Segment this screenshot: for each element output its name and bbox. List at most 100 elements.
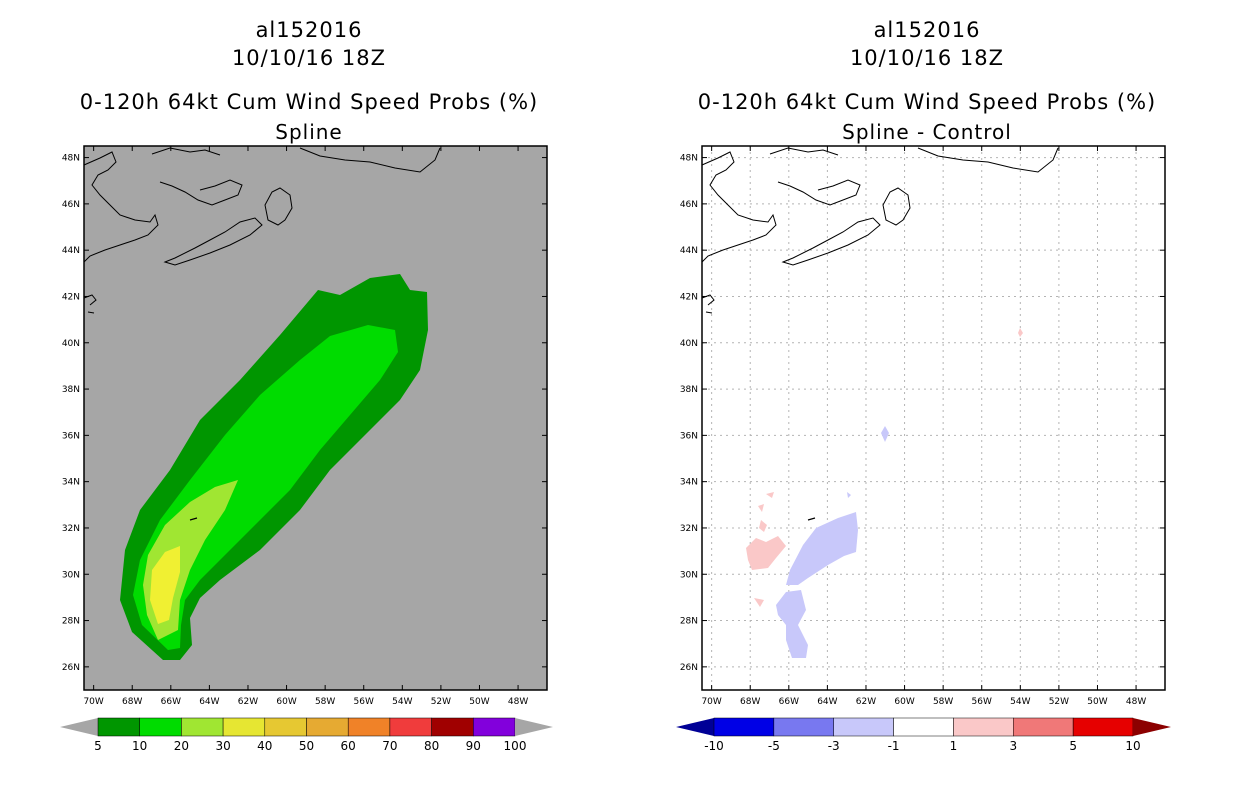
colorbar-label: 50 xyxy=(299,739,314,753)
small-island xyxy=(807,517,816,521)
colorbar-segment xyxy=(833,717,894,737)
y-tick-label: 26N xyxy=(680,663,698,673)
colorbar-segment xyxy=(264,717,307,737)
colorbar-label: 1 xyxy=(950,739,958,753)
y-tick-label: 34N xyxy=(680,478,698,488)
y-tick-label: 30N xyxy=(680,570,698,580)
spline-map-svg: 70W 68W 66W 64W 62W 60W 58W 56W 54W 52W 50W 48W 26N 2… xyxy=(60,145,553,753)
map-frame xyxy=(83,145,548,691)
x-tick-label: 70W xyxy=(701,697,721,707)
x-tick-label: 62W xyxy=(238,697,258,707)
y-tick-label: 28N xyxy=(62,617,80,627)
x-tick-label: 64W xyxy=(817,697,837,707)
y-tick-label: 42N xyxy=(680,292,698,302)
prob-contour-10-20 xyxy=(133,325,398,650)
colorbar-segment xyxy=(773,717,834,737)
x-tick-label: 56W xyxy=(972,697,992,707)
x-tick-label: 56W xyxy=(354,697,374,707)
diff-negative-south xyxy=(776,590,808,658)
x-tick-label: 60W xyxy=(894,697,914,707)
coastline-gulf xyxy=(777,179,861,206)
coastline-mainland xyxy=(701,151,777,263)
colorbar-label: 70 xyxy=(382,739,397,753)
colorbar-segment xyxy=(181,717,224,737)
colorbar-label: 5 xyxy=(94,739,102,753)
colorbar-label: -1 xyxy=(888,739,900,753)
colorbar-segment xyxy=(893,717,954,737)
coastline-labrador xyxy=(769,147,1059,173)
colorbar-segment xyxy=(306,717,349,737)
x-tick-label: 62W xyxy=(856,697,876,707)
storm-id: al152016 xyxy=(873,18,981,42)
x-tick-label: 66W xyxy=(161,697,181,707)
x-tick-label: 54W xyxy=(392,697,412,707)
y-tick-label: 32N xyxy=(62,524,80,534)
chart-subtitle: Spline - Control xyxy=(842,120,1012,144)
coastline-mainland xyxy=(83,151,159,263)
colorbar-label: 60 xyxy=(341,739,356,753)
colorbar-label: 3 xyxy=(1009,739,1017,753)
y-tick-label: 40N xyxy=(62,339,80,349)
colorbar-segment xyxy=(473,717,516,737)
colorbar-below-triangle xyxy=(60,718,98,736)
colorbar-segment xyxy=(347,717,391,737)
x-tick-label: 68W xyxy=(122,697,142,707)
x-tick-label: 50W xyxy=(1087,697,1107,707)
colorbar-segment xyxy=(139,717,182,737)
map-background xyxy=(702,146,1165,690)
colorbar-label: 10 xyxy=(1125,739,1140,753)
colorbar-label: 80 xyxy=(424,739,439,753)
y-tick-label: 32N xyxy=(680,524,698,534)
coastline-nova-scotia xyxy=(781,217,881,266)
x-tick-label: 52W xyxy=(431,697,451,707)
colorbar-segment xyxy=(97,717,140,737)
x-tick-label: 64W xyxy=(199,697,219,707)
colorbar-segment xyxy=(953,717,1014,737)
y-tick-label: 28N xyxy=(680,617,698,627)
colorbar-label: 10 xyxy=(132,739,147,753)
difference-map-svg: 70W 68W 66W 64W 62W 60W 58W 56W 54W 52W 50W 48W 26N 2… xyxy=(676,145,1171,753)
y-tick-label: 36N xyxy=(680,431,698,441)
x-tick-label: 60W xyxy=(276,697,296,707)
spline-panel: al152016 10/10/16 18Z 0-120h 64kt Cum Wi… xyxy=(60,18,553,753)
datetime: 10/10/16 18Z xyxy=(849,46,1005,70)
y-tick-label: 38N xyxy=(62,385,80,395)
colorbar-label: -10 xyxy=(704,739,724,753)
diff-positive-small2 xyxy=(754,598,764,607)
colorbar-above-triangle xyxy=(515,718,553,736)
diff-positive-small3 xyxy=(766,492,774,498)
colorbar-below-triangle xyxy=(676,718,714,736)
y-tick-label: 48N xyxy=(680,154,698,164)
y-tick-label: 26N xyxy=(62,663,80,673)
colorbar-segment xyxy=(1013,717,1074,737)
axes: 70W 68W 66W 64W 62W 60W 58W 56W 54W 52W 50W 48W 26N 2… xyxy=(62,146,547,707)
diff-positive-main xyxy=(746,536,786,570)
coastline-newfoundland xyxy=(882,187,911,226)
y-tick-label: 48N xyxy=(62,154,80,164)
colorbar-segment xyxy=(222,717,266,737)
colorbar-segment xyxy=(1072,717,1134,737)
gridlines xyxy=(702,146,1165,690)
coastline-labrador xyxy=(151,147,441,173)
y-tick-label: 34N xyxy=(62,478,80,488)
axes: 70W 68W 66W 64W 62W 60W 58W 56W 54W 52W 50W 48W 26N 2… xyxy=(680,146,1165,707)
x-tick-label: 66W xyxy=(779,697,799,707)
diff-positive-small1 xyxy=(759,520,767,532)
colorbar-label: -5 xyxy=(768,739,780,753)
y-tick-label: 36N xyxy=(62,431,80,441)
chart-subtitle: Spline xyxy=(275,120,343,144)
storm-id: al152016 xyxy=(255,18,363,42)
x-tick-label: 54W xyxy=(1010,697,1030,707)
x-tick-label: 58W xyxy=(933,697,953,707)
x-tick-label: 48W xyxy=(508,697,528,707)
x-tick-label: 58W xyxy=(315,697,335,707)
colorbar-segment xyxy=(713,717,775,737)
diff-positive-40n xyxy=(1018,328,1023,337)
colorbar-label: 5 xyxy=(1069,739,1077,753)
datetime: 10/10/16 18Z xyxy=(231,46,387,70)
difference-panel: al152016 10/10/16 18Z 0-120h 64kt Cum Wi… xyxy=(618,0,1236,800)
small-island xyxy=(189,517,198,521)
x-tick-label: 48W xyxy=(1126,697,1146,707)
y-tick-label: 40N xyxy=(680,339,698,349)
diff-negative-34n xyxy=(847,492,851,498)
